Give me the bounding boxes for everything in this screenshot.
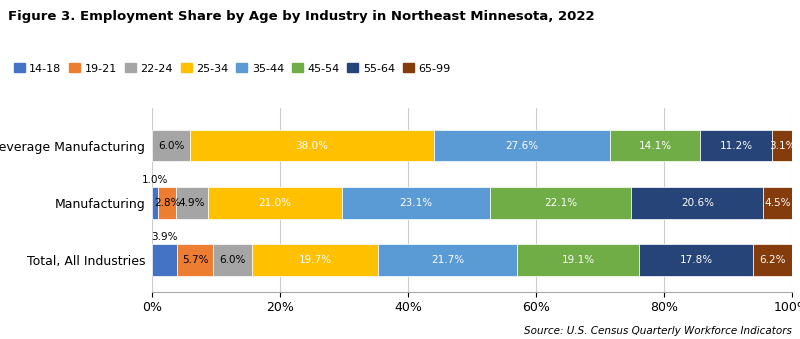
Text: 14.1%: 14.1% <box>638 141 672 151</box>
Text: 11.2%: 11.2% <box>720 141 753 151</box>
Legend: 14-18, 19-21, 22-24, 25-34, 35-44, 45-54, 55-64, 65-99: 14-18, 19-21, 22-24, 25-34, 35-44, 45-54… <box>14 63 450 74</box>
Text: 4.9%: 4.9% <box>178 198 206 208</box>
Bar <box>701 130 772 161</box>
Bar <box>176 187 208 219</box>
Bar <box>214 244 252 276</box>
Text: 3.1%: 3.1% <box>769 141 795 151</box>
Bar <box>753 244 793 276</box>
Bar <box>639 244 753 276</box>
Bar <box>208 187 342 219</box>
Bar <box>610 130 701 161</box>
Bar <box>342 187 490 219</box>
Text: 21.0%: 21.0% <box>258 198 291 208</box>
Text: 17.8%: 17.8% <box>679 255 713 265</box>
Bar <box>152 130 190 161</box>
Bar <box>152 244 177 276</box>
Bar <box>177 244 214 276</box>
Text: 20.6%: 20.6% <box>681 198 714 208</box>
Text: 27.6%: 27.6% <box>506 141 538 151</box>
Bar <box>252 244 378 276</box>
Text: 19.1%: 19.1% <box>562 255 594 265</box>
Bar <box>152 187 158 219</box>
Text: 23.1%: 23.1% <box>399 198 433 208</box>
Text: 6.2%: 6.2% <box>759 255 786 265</box>
Bar <box>378 244 517 276</box>
Bar <box>517 244 639 276</box>
Bar <box>190 130 434 161</box>
Text: 21.7%: 21.7% <box>430 255 464 265</box>
Bar <box>772 130 792 161</box>
Text: 6.0%: 6.0% <box>219 255 246 265</box>
Text: 5.7%: 5.7% <box>182 255 209 265</box>
Text: 4.5%: 4.5% <box>764 198 791 208</box>
Text: Figure 3. Employment Share by Age by Industry in Northeast Minnesota, 2022: Figure 3. Employment Share by Age by Ind… <box>8 10 594 23</box>
Text: 38.0%: 38.0% <box>295 141 329 151</box>
Bar <box>434 130 610 161</box>
Bar <box>763 187 792 219</box>
Text: 19.7%: 19.7% <box>298 255 331 265</box>
Bar <box>158 187 176 219</box>
Bar <box>490 187 631 219</box>
Text: 22.1%: 22.1% <box>544 198 578 208</box>
Text: 1.0%: 1.0% <box>142 175 168 185</box>
Bar <box>631 187 763 219</box>
Text: 2.8%: 2.8% <box>154 198 181 208</box>
Text: 3.9%: 3.9% <box>151 232 178 242</box>
Text: 6.0%: 6.0% <box>158 141 184 151</box>
Text: Source: U.S. Census Quarterly Workforce Indicators: Source: U.S. Census Quarterly Workforce … <box>524 326 792 336</box>
